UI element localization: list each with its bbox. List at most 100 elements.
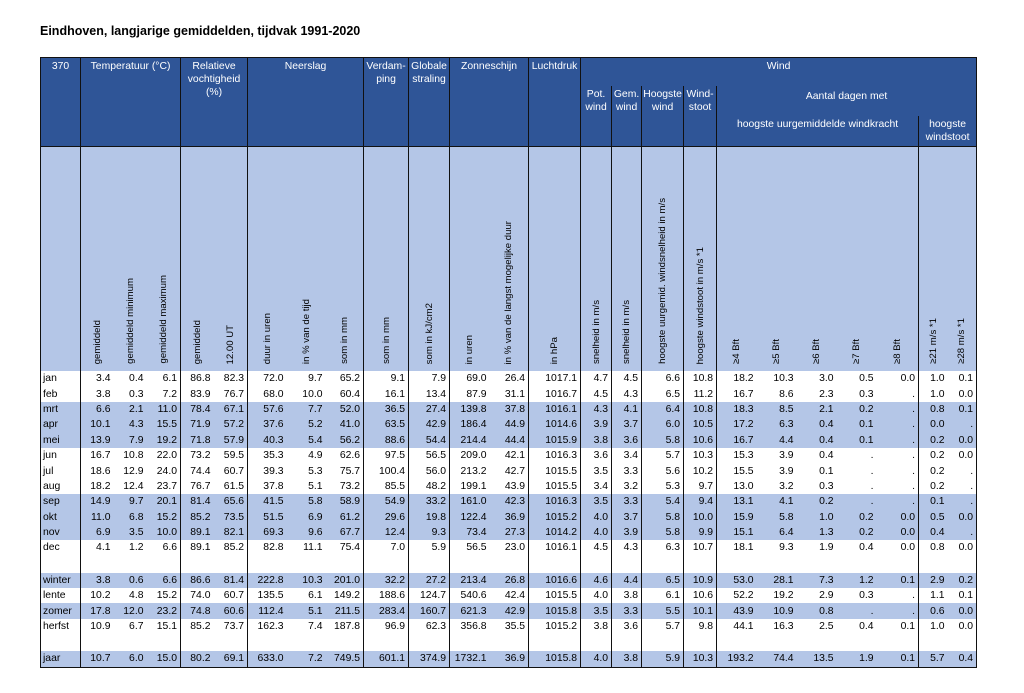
table-cell: 5.8 [641,509,684,525]
table-cell: 6.5 [641,386,684,402]
table-cell: . [947,463,978,479]
table-cell: 57.6 [247,401,287,418]
row-label [40,555,81,573]
table-cell [287,556,326,573]
column-sublabel: in hPa [528,146,581,371]
table-cell [716,555,757,573]
table-cell: 9.1 [363,371,409,387]
table-cell [611,555,642,573]
table-cell: 0.0 [947,603,978,619]
table-cell: . [876,401,919,418]
table-cell: 1015.5 [528,478,581,495]
table-cell: 0.1 [836,432,877,448]
table-cell: 74.0 [180,588,214,604]
table-cell: 17.2 [716,417,757,433]
table-row: jul 18.6 12.9 24.0 74.4 60.7 39.3 5.3 75.7 100.4 5… [40,463,978,479]
table-cell: 0.4 [918,524,948,541]
column-sublabel: duur in uren [247,146,287,371]
table-cell: 4.5 [580,386,612,402]
table-cell: 42.3 [489,494,529,510]
table-cell: 15.1 [156,621,178,633]
table-cell [214,556,248,573]
table-cell: 3.4 [80,371,114,387]
table-cell: 19.2 [146,432,181,448]
table-cell: 4.3 [611,540,642,556]
table-cell: 16.1 [363,386,409,402]
table-cell: . [912,480,916,492]
table-cell: 100.4 [363,463,409,479]
table-cell: 3.7 [611,417,642,433]
table-cell: 7.0 [363,540,409,556]
table-cell: . [876,603,919,619]
table-cell: 15.5 [716,463,757,479]
table-cell: 73.7 [223,621,245,633]
table-cell: 29.6 [363,509,409,525]
table-cell: 1732.1 [449,651,490,668]
table-cell [449,634,490,652]
table-cell: 86.6 [180,572,214,589]
table-cell: 0.4 [859,542,874,554]
table-cell: 3.9 [779,450,794,462]
column-sublabel-text: ≥4 Bft [731,339,743,364]
column-sublabel: ≥4 Bft [716,146,757,371]
table-cell: 122.4 [449,509,490,525]
table-cell: 27.2 [408,572,450,589]
table-cell: 42.1 [504,450,526,462]
table-cell: 18.6 [80,463,114,479]
table-cell: . [912,590,916,602]
table-cell: 15.3 [716,447,757,464]
column-sublabel: gemiddeld [180,146,214,371]
table-cell: 51.5 [247,509,287,525]
table-cell: 1015.5 [528,463,581,479]
table-cell: 11.0 [80,509,114,525]
table-cell: 10.7 [683,540,717,556]
table-cell: 42.7 [504,465,526,477]
table-cell: 1014.2 [528,524,581,541]
row-label: okt [40,509,81,525]
table-cell: 85.5 [363,478,409,495]
table-cell: 161.0 [449,494,490,510]
row-label: herfst [40,618,81,635]
table-cell: 75.7 [339,465,361,477]
table-cell: 16.7 [80,447,114,464]
column-sublabel: hoogste windstoot in m/s *1 [683,146,717,371]
table-cell: 9.3 [408,524,450,541]
column-sublabel-text: ≥5 Bft [771,339,783,364]
table-cell: 5.1 [286,603,326,619]
row-label: jul [40,463,81,479]
table-cell: 621.3 [449,603,490,619]
column-sublabel-text: ≥6 Bft [811,339,823,364]
table-cell: 6.6 [641,371,684,387]
table-row: okt 11.0 6.8 15.2 85.2 73.5 51.5 6.9 61.2 29.6 19.… [40,509,978,525]
column-sublabel: ≥5 Bft [756,146,797,371]
table-cell: 16.3 [773,621,794,633]
table-cell: 0.3 [819,480,834,492]
table-cell: 13.5 [796,651,837,668]
table-cell: . [836,494,877,510]
header-wind: Wind [580,57,978,86]
table-cell: 3.8 [580,618,612,635]
table-cell: 13.1 [716,494,757,510]
table-cell: 601.1 [363,651,409,668]
table-cell: 4.1 [756,494,797,510]
column-sublabel: som in mm [363,146,409,371]
header-neerslag: Neerslag [247,57,365,147]
table-cell: 1015.8 [528,603,581,619]
table-cell: 73.4 [449,524,490,541]
table-cell: 4.3 [113,417,147,433]
table-cell: 16.7 [716,432,757,448]
column-sublabel-text: gemiddeld minimum [124,278,136,364]
table-cell: 3.3 [611,463,642,479]
row-label: lente [40,588,81,604]
table-cell: 2.9 [819,590,834,602]
column-sublabel: hoogste uurgemid. windsnelheid in m/s [641,146,684,371]
table-cell: 11.2 [683,386,717,402]
table-row: dec 4.1 1.2 6.6 89.1 85.2 82.8 11.1 75.4 7.0 5.9 56… [40,540,978,556]
table-cell: 0.4 [819,450,834,462]
table-cell: 5.4 [641,494,684,510]
column-sublabel: som in mm [325,146,364,371]
header-windkracht: hoogste uurgemiddelde windkracht [716,115,920,147]
table-cell: 26.4 [504,373,526,385]
header-vochtigheid: Relatieve vochtigheid (%) [180,57,249,147]
table-cell: 6.4 [756,524,797,541]
